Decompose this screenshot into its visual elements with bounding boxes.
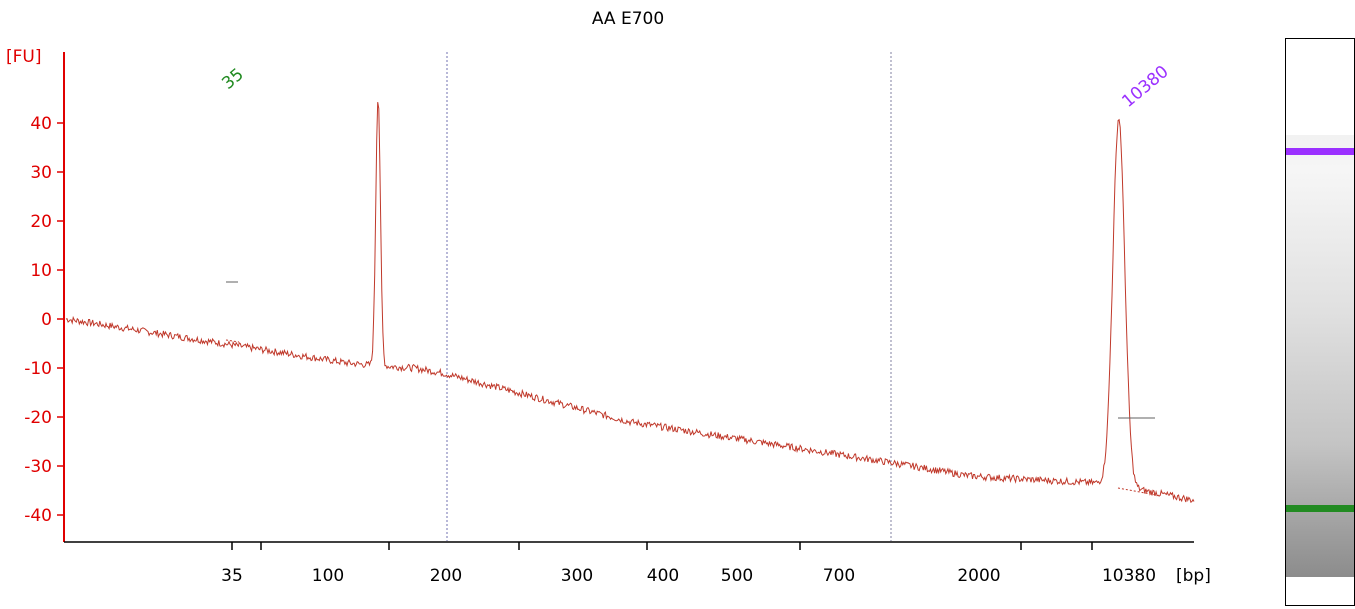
x-tick-label-100: 100 xyxy=(312,566,344,586)
y-ticks: 40 30 20 10 0 -10 -20 -30 -40 xyxy=(24,114,64,526)
peak-35: 35 xyxy=(218,65,248,343)
x-tick-label-700: 700 xyxy=(823,566,855,586)
x-tick-label-10380: 10380 xyxy=(1102,566,1156,586)
x-tick-label-2000: 2000 xyxy=(957,566,1000,586)
y-tick-label: 0 xyxy=(41,310,52,330)
x-tick-label-400: 400 xyxy=(647,566,679,586)
y-axis: [FU] 40 30 20 10 0 -10 -20 -30 -40 xyxy=(6,47,65,542)
y-tick-label: -40 xyxy=(24,506,52,526)
y-tick-label: -20 xyxy=(24,408,52,428)
peak-10380-baseline xyxy=(1117,487,1157,496)
chart-title: AA E700 xyxy=(592,9,664,29)
peak-label-35: 35 xyxy=(218,65,247,94)
marker-lines xyxy=(446,52,892,541)
x-axis-label: [bp] xyxy=(1176,566,1211,586)
gel-image-panel xyxy=(1285,38,1355,606)
y-tick-label: 20 xyxy=(30,212,52,232)
y-tick-label: 40 xyxy=(30,114,52,134)
y-tick-label: -30 xyxy=(24,457,52,477)
gel-band-upper-marker xyxy=(1286,148,1354,155)
gel-band-lower-marker xyxy=(1286,505,1354,512)
peak-10380: 10380 xyxy=(1117,62,1173,496)
y-tick-label: 30 xyxy=(30,163,52,183)
peak-35-baseline xyxy=(225,339,240,343)
peak-label-10380: 10380 xyxy=(1118,62,1172,112)
y-tick-label: -10 xyxy=(24,359,52,379)
y-tick-label: 10 xyxy=(30,261,52,281)
x-tick-label-200: 200 xyxy=(430,566,462,586)
y-axis-label: [FU] xyxy=(6,47,42,67)
x-axis: 35 100 200 300 400 500 700 2000 10380 [b… xyxy=(64,541,1211,586)
x-tick-label-500: 500 xyxy=(721,566,753,586)
x-tick-label-300: 300 xyxy=(561,566,593,586)
gel-lane xyxy=(1286,135,1354,577)
x-tick-label-35: 35 xyxy=(221,566,243,586)
trace-line xyxy=(65,102,1195,504)
